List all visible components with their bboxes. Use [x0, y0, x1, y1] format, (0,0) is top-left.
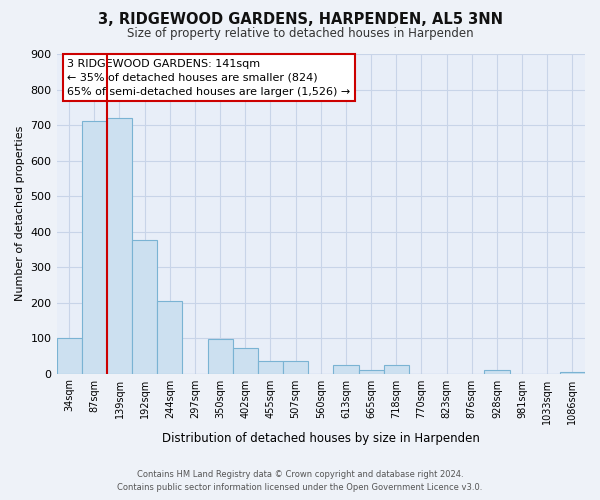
Text: Size of property relative to detached houses in Harpenden: Size of property relative to detached ho…: [127, 28, 473, 40]
Y-axis label: Number of detached properties: Number of detached properties: [15, 126, 25, 302]
Bar: [484, 370, 509, 374]
Bar: [107, 118, 132, 374]
Bar: [233, 348, 258, 374]
Text: Contains HM Land Registry data © Crown copyright and database right 2024.
Contai: Contains HM Land Registry data © Crown c…: [118, 470, 482, 492]
Bar: [283, 361, 308, 374]
Bar: [132, 240, 157, 374]
Bar: [258, 361, 283, 374]
Bar: [56, 338, 82, 374]
Bar: [208, 339, 233, 374]
Bar: [359, 370, 383, 374]
X-axis label: Distribution of detached houses by size in Harpenden: Distribution of detached houses by size …: [162, 432, 480, 445]
Bar: [82, 122, 107, 374]
Text: 3, RIDGEWOOD GARDENS, HARPENDEN, AL5 3NN: 3, RIDGEWOOD GARDENS, HARPENDEN, AL5 3NN: [97, 12, 503, 28]
Bar: [334, 364, 359, 374]
Text: 3 RIDGEWOOD GARDENS: 141sqm
← 35% of detached houses are smaller (824)
65% of se: 3 RIDGEWOOD GARDENS: 141sqm ← 35% of det…: [67, 59, 350, 97]
Bar: [383, 364, 409, 374]
Bar: [560, 372, 585, 374]
Bar: [157, 301, 182, 374]
